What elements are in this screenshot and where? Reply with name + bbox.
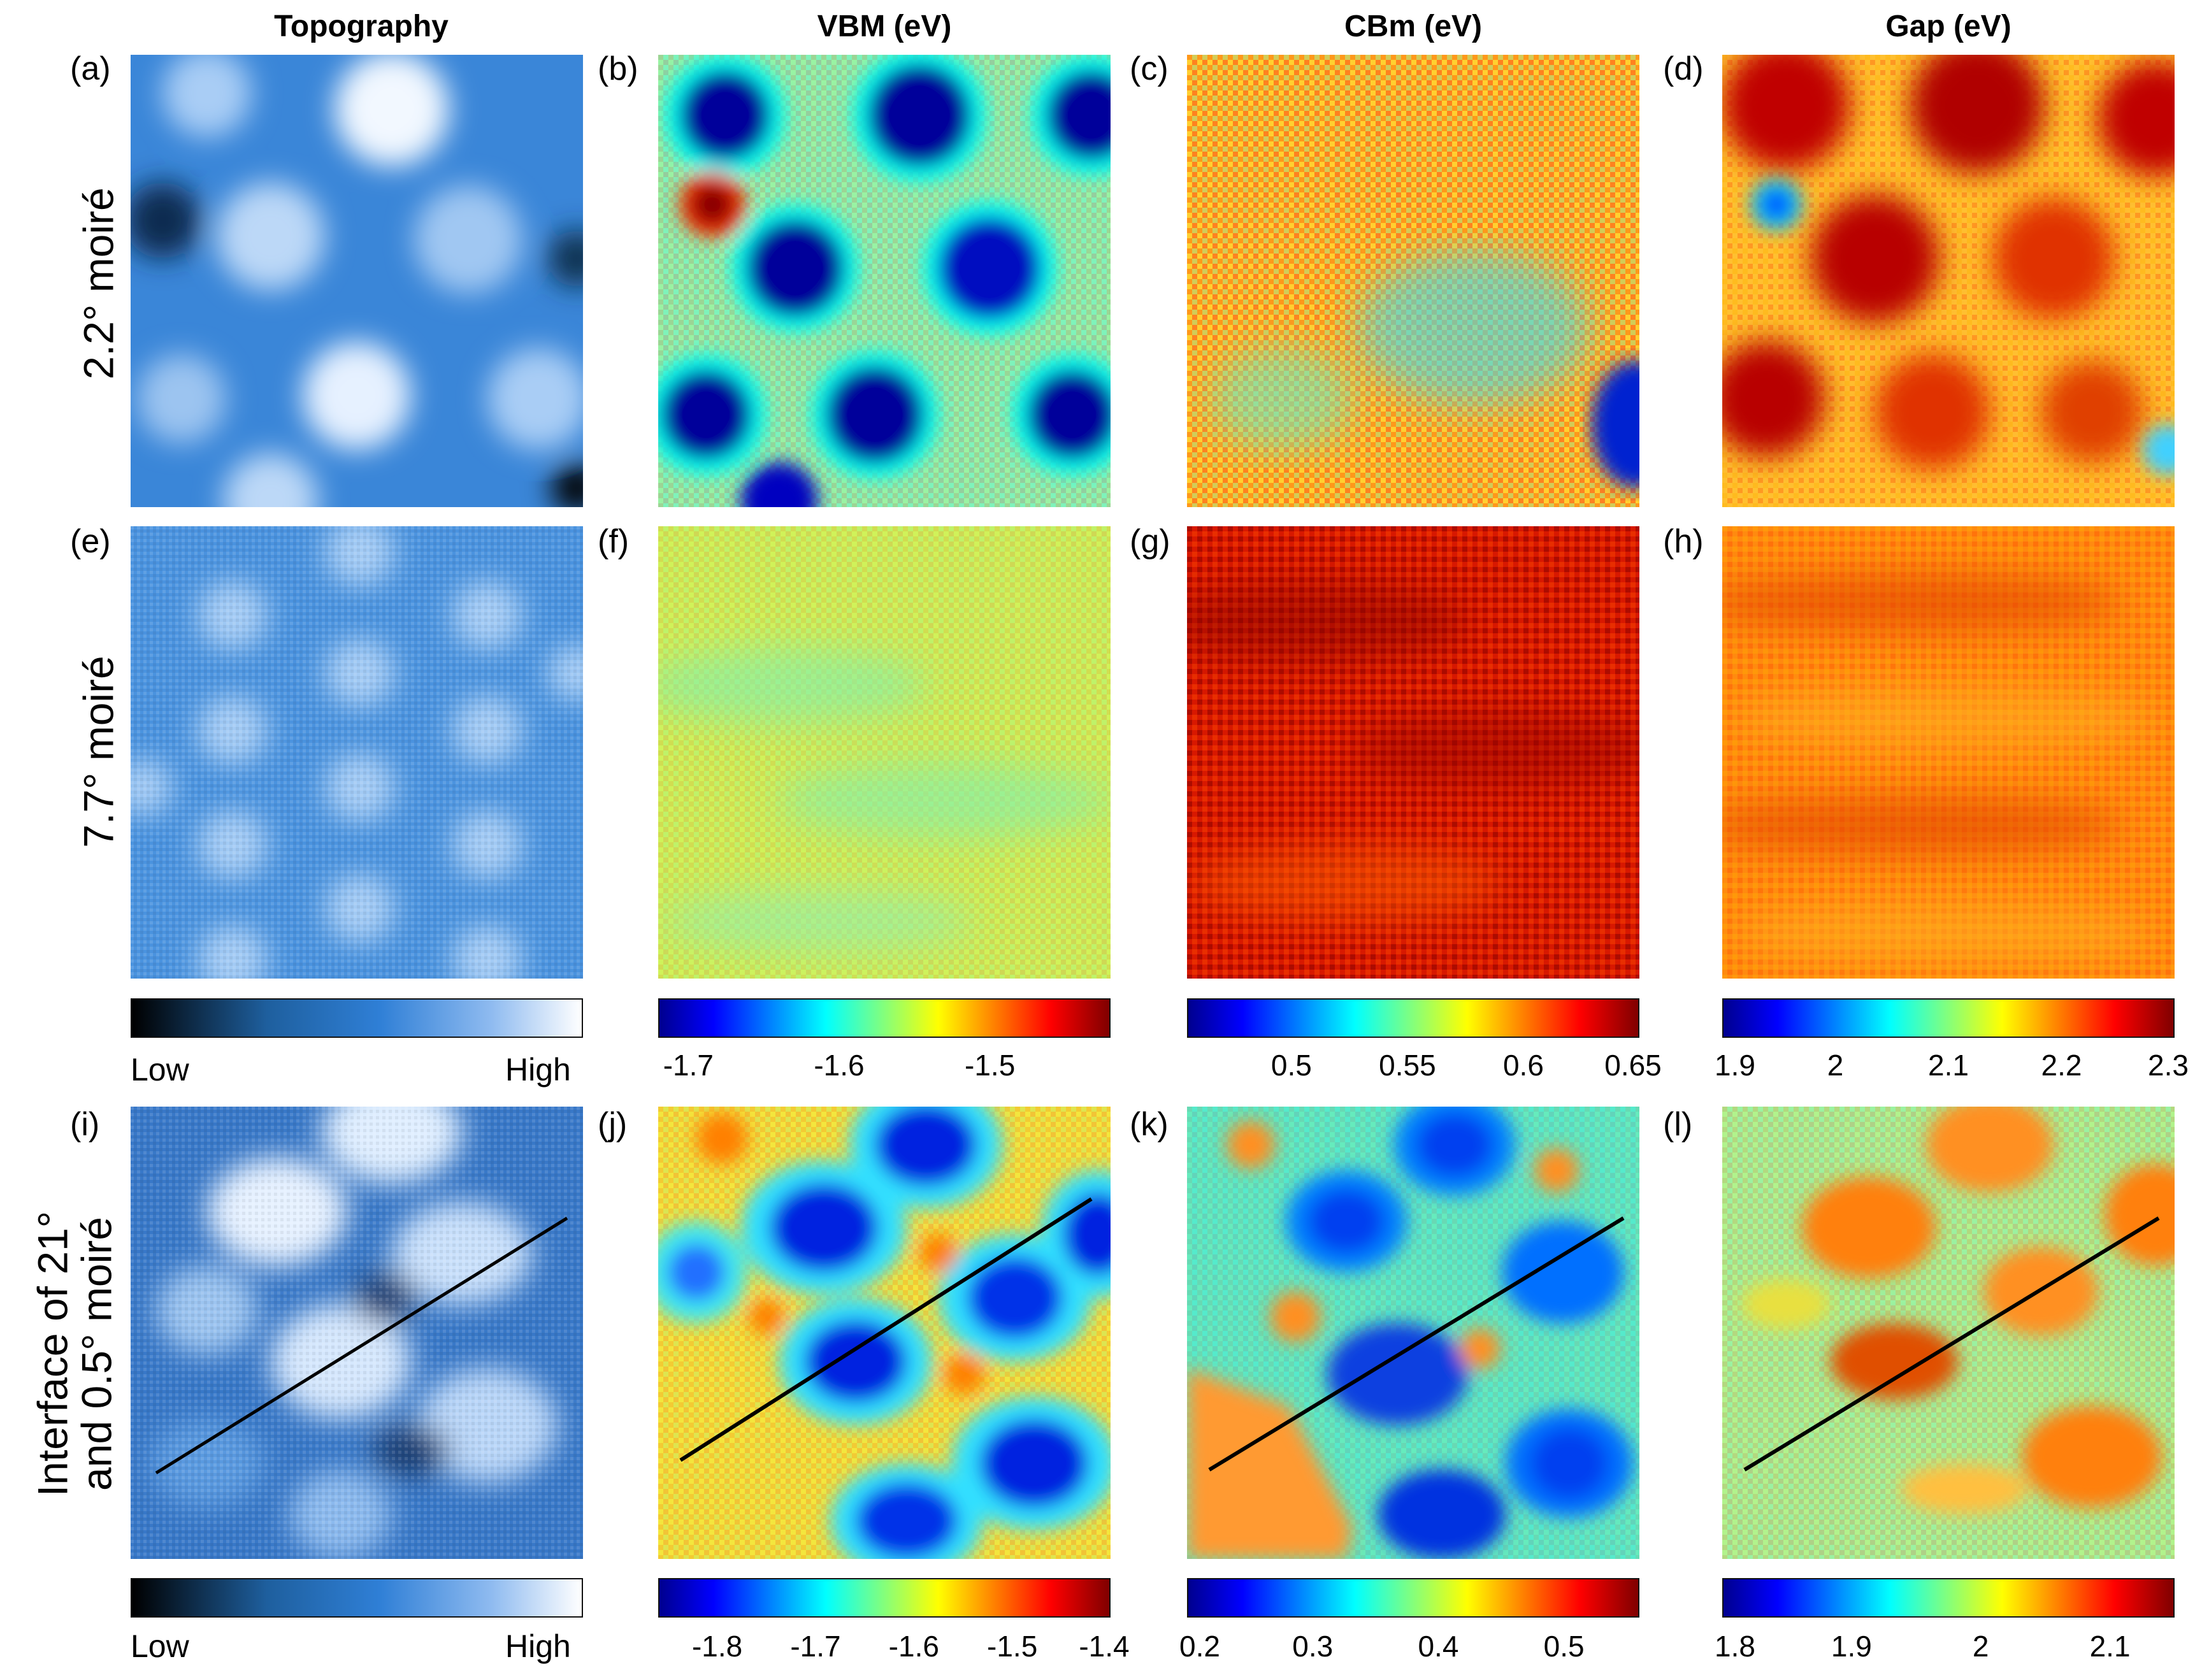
panel-label-j: (j) — [598, 1106, 628, 1143]
colorbar-cbm-bottom — [1187, 1578, 1639, 1618]
row-label-2-2-moire: 2.2° moiré — [75, 187, 122, 380]
panel-label-b: (b) — [598, 50, 638, 87]
colorbar-gap-mid — [1722, 998, 2175, 1038]
colorbar-low-label: Low — [131, 1628, 189, 1664]
colorbar-tick-label: 0.3 — [1292, 1630, 1334, 1663]
map-topography-7-7 — [131, 526, 583, 979]
colorbar-tick-label: 0.5 — [1270, 1049, 1312, 1082]
map-cbm-interface — [1187, 1107, 1639, 1559]
cbm-image-g — [1187, 526, 1639, 979]
panel-label-k: (k) — [1130, 1106, 1169, 1143]
map-vbm-2-2 — [658, 55, 1111, 507]
colorbar-tick-label: -1.4 — [1079, 1630, 1130, 1663]
linecut-k — [1208, 1216, 1625, 1472]
colorbar-vbm-mid — [658, 998, 1111, 1038]
colorbar-gap-bottom — [1722, 1578, 2175, 1618]
map-topography-interface — [131, 1107, 583, 1559]
colorbar-high-label: High — [505, 1052, 571, 1088]
map-cbm-2-2 — [1187, 55, 1639, 507]
column-title-topography: Topography — [274, 10, 449, 43]
linecut-i — [155, 1216, 568, 1475]
colorbar-tick-label: 0.5 — [1543, 1630, 1585, 1663]
panel-label-l: (l) — [1663, 1106, 1693, 1143]
row-label-line: 7.7° moiré — [75, 656, 122, 848]
row-label-line: and 0.5° moiré — [73, 1217, 120, 1491]
colorbar-tick-label: 1.8 — [1715, 1630, 1755, 1663]
map-topography-2-2 — [131, 55, 583, 507]
row-label-7-7-moire: 7.7° moiré — [75, 656, 122, 848]
panel-label-f: (f) — [598, 523, 630, 560]
gap-image-d — [1722, 55, 2175, 507]
colorbar-tick-label: 2.2 — [2041, 1049, 2082, 1082]
colorbar-topography-bottom — [131, 1578, 583, 1618]
colorbar-tick-label: 2.1 — [1928, 1049, 1969, 1082]
map-gap-interface — [1722, 1107, 2175, 1559]
panel-label-h: (h) — [1663, 523, 1704, 560]
colorbar-tick-label: -1.7 — [663, 1049, 714, 1082]
colorbar-tick-label: 0.55 — [1379, 1049, 1436, 1082]
vbm-image-b — [658, 55, 1111, 507]
colorbar-tick-label: 2.3 — [2148, 1049, 2189, 1082]
cbm-image-c — [1187, 55, 1639, 507]
row-label-line: 2.2° moiré — [75, 187, 122, 380]
colorbar-topography-mid — [131, 998, 583, 1038]
map-gap-7-7 — [1722, 526, 2175, 979]
map-vbm-interface — [658, 1107, 1111, 1559]
column-title-cbm: CBm (eV) — [1344, 10, 1483, 43]
colorbar-tick-label: -1.5 — [965, 1049, 1016, 1082]
colorbar-tick-label: 2 — [1972, 1630, 1989, 1663]
row-label-interface: Interface of 21° and 0.5° moiré — [29, 1210, 120, 1497]
colorbar-cbm-mid — [1187, 998, 1639, 1038]
map-vbm-7-7 — [658, 526, 1111, 979]
column-title-vbm: VBM (eV) — [817, 10, 952, 43]
panel-label-a: (a) — [70, 50, 111, 87]
colorbar-tick-label: -1.7 — [790, 1630, 841, 1663]
linecut-l — [1743, 1216, 2160, 1472]
colorbar-tick-label: 2.1 — [2089, 1630, 2131, 1663]
vbm-image-j — [658, 1107, 1111, 1559]
colorbar-high-label: High — [505, 1628, 571, 1664]
colorbar-tick-label: -1.5 — [987, 1630, 1038, 1663]
panel-label-d: (d) — [1663, 50, 1704, 87]
colorbar-tick-label: 1.9 — [1715, 1049, 1755, 1082]
cbm-image-k — [1187, 1107, 1639, 1559]
topography-image-a — [131, 55, 583, 507]
colorbar-tick-label: 2 — [1827, 1049, 1844, 1082]
panel-label-g: (g) — [1130, 523, 1170, 560]
row-label-line: Interface of 21° — [29, 1210, 76, 1497]
topography-image-e — [131, 526, 583, 979]
colorbar-tick-label: -1.6 — [888, 1630, 939, 1663]
colorbar-tick-label: 0.4 — [1418, 1630, 1459, 1663]
map-gap-2-2 — [1722, 55, 2175, 507]
panel-label-e: (e) — [70, 523, 111, 560]
gap-image-h — [1722, 526, 2175, 979]
vbm-image-f — [658, 526, 1111, 979]
colorbar-vbm-bottom — [658, 1578, 1111, 1618]
linecut-j — [679, 1197, 1093, 1462]
colorbar-tick-label: -1.6 — [814, 1049, 865, 1082]
gap-image-l — [1722, 1107, 2175, 1559]
map-cbm-7-7 — [1187, 526, 1639, 979]
panel-label-i: (i) — [70, 1106, 100, 1143]
topography-image-i — [131, 1107, 583, 1559]
panel-label-c: (c) — [1130, 50, 1169, 87]
colorbar-tick-label: 1.9 — [1831, 1630, 1872, 1663]
column-title-gap: Gap (eV) — [1885, 10, 2011, 43]
colorbar-low-label: Low — [131, 1052, 189, 1088]
colorbar-tick-label: -1.8 — [691, 1630, 743, 1663]
colorbar-tick-label: 0.6 — [1502, 1049, 1544, 1082]
colorbar-tick-label: 0.2 — [1179, 1630, 1220, 1663]
colorbar-tick-label: 0.65 — [1604, 1049, 1662, 1082]
